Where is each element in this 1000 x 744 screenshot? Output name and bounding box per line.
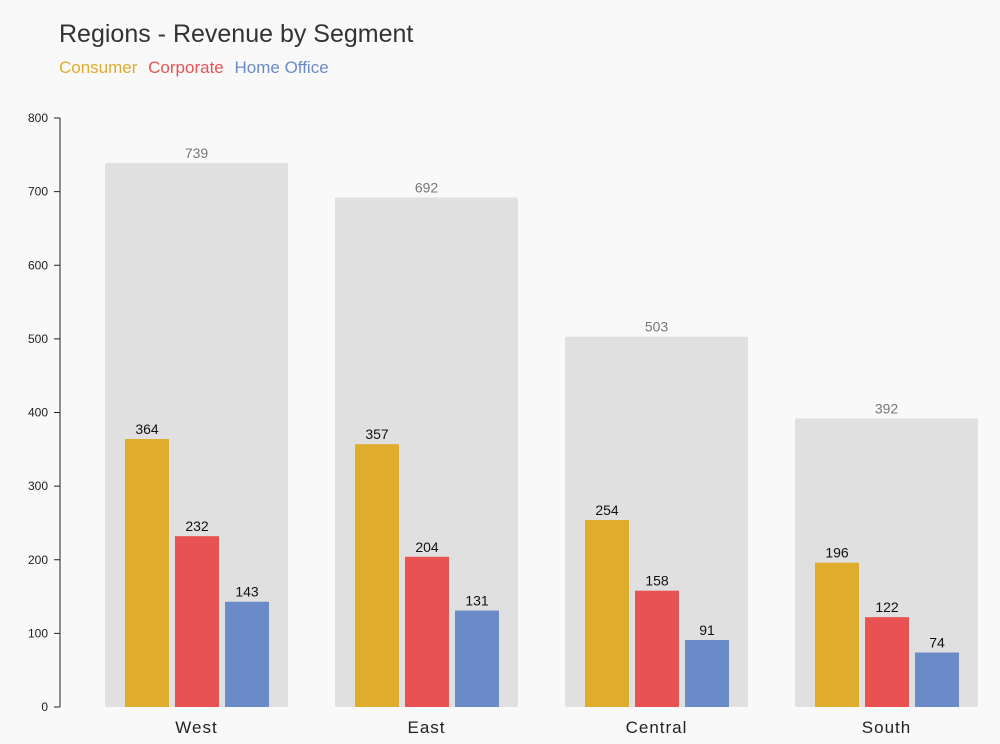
legend-home-office: Home Office [234,58,329,77]
y-tick-label: 600 [28,258,48,272]
data-label: 364 [135,421,159,437]
y-tick-label: 500 [28,332,48,346]
y-tick-label: 200 [28,553,48,567]
x-tick-label: East [407,718,445,737]
data-label: 143 [235,584,259,600]
data-label: 158 [645,573,669,589]
total-label: 392 [875,400,899,416]
data-label: 91 [699,622,715,638]
legend: Consumer Corporate Home Office [59,58,335,78]
bar-consumer [125,439,169,707]
bar-home-office [915,652,959,707]
y-tick-label: 400 [28,406,48,420]
data-label: 196 [825,545,849,561]
y-tick-label: 700 [28,185,48,199]
bar-home-office [225,601,269,707]
legend-consumer: Consumer [59,58,138,77]
total-label: 503 [645,319,669,335]
data-label: 232 [185,518,209,534]
bar-consumer [355,444,399,707]
total-label: 739 [185,145,209,161]
bar-home-office [685,640,729,707]
bar-corporate [175,536,219,707]
data-label: 204 [415,539,439,555]
data-label: 131 [465,593,489,609]
bar-consumer [585,519,629,707]
bar-home-office [455,610,499,707]
x-tick-label: West [175,718,217,737]
data-label: 357 [365,426,389,442]
data-label: 254 [595,502,619,518]
legend-corporate: Corporate [148,58,224,77]
x-tick-label: Central [626,718,688,737]
data-label: 122 [875,599,899,615]
y-tick-label: 800 [28,111,48,125]
bar-corporate [635,590,679,707]
data-label: 74 [929,635,945,651]
bar-corporate [865,617,909,707]
bar-corporate [405,556,449,707]
total-label: 692 [415,180,439,196]
bar-consumer [815,562,859,707]
y-tick-label: 300 [28,479,48,493]
chart-title: Regions - Revenue by Segment [59,20,414,48]
y-tick-label: 0 [41,700,48,714]
y-tick-label: 100 [28,626,48,640]
x-tick-label: South [862,718,911,737]
